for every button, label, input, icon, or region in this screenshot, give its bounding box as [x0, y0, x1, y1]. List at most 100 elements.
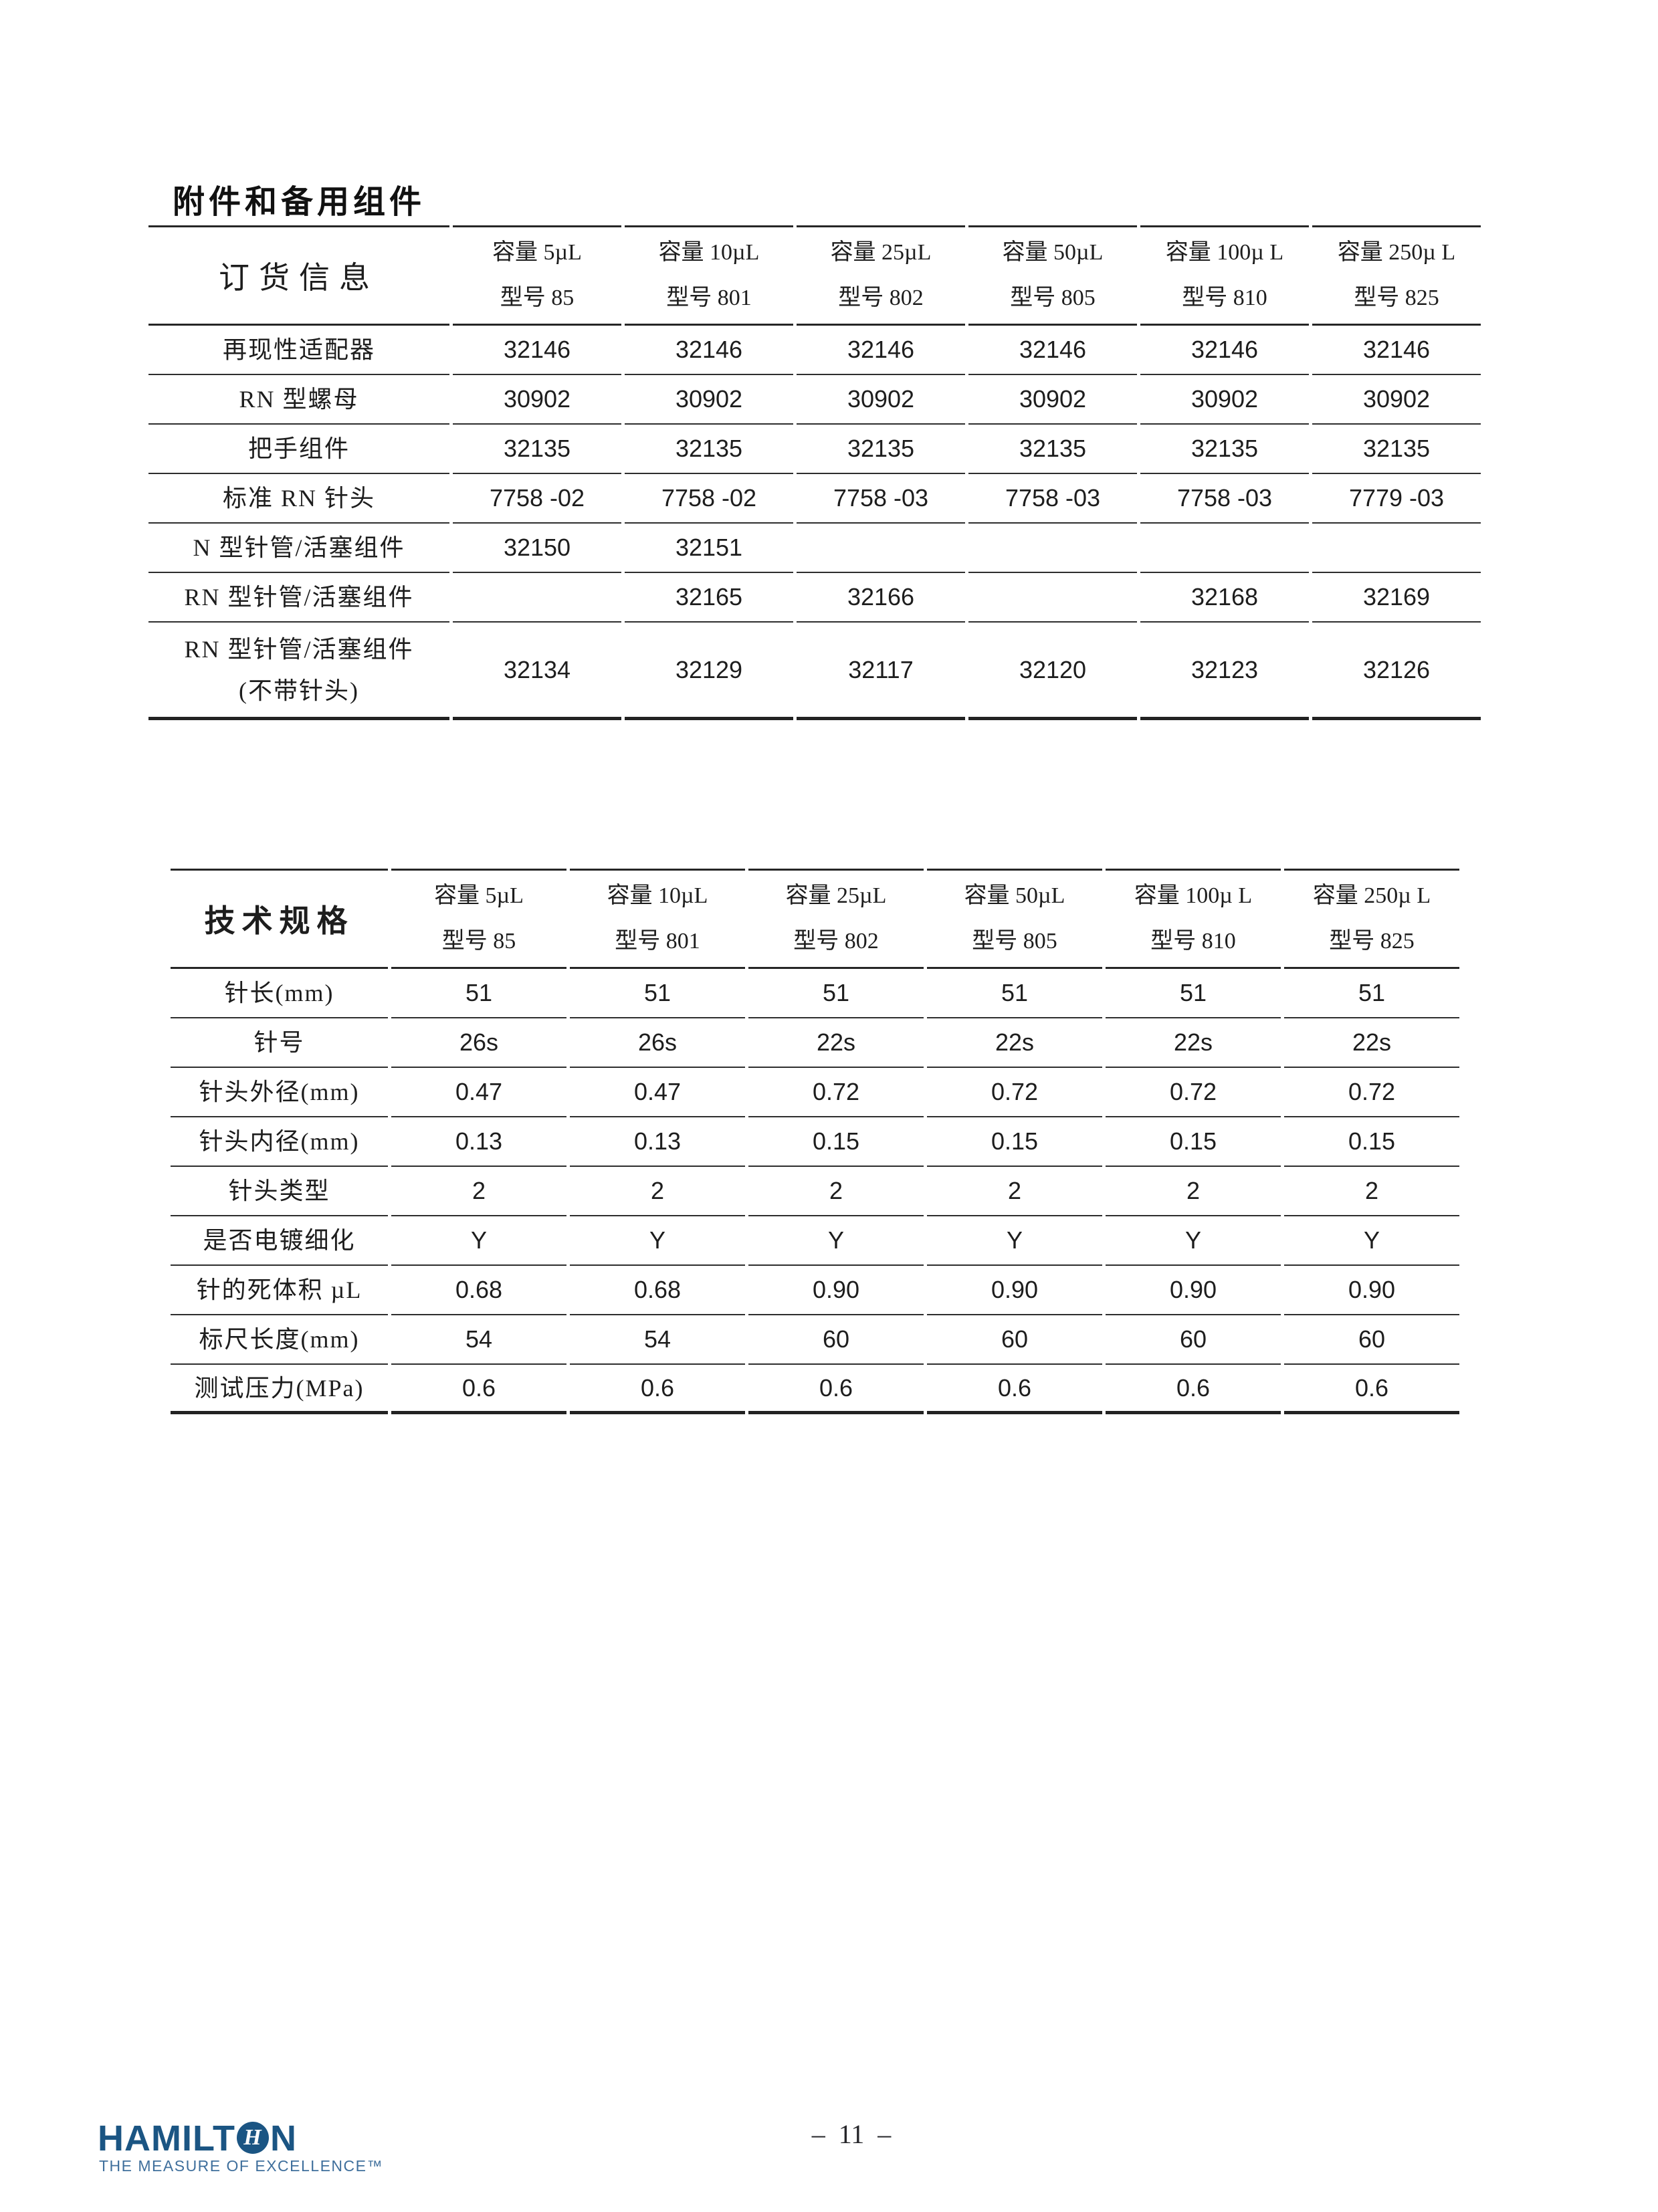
column-header: 容量 25µL 型号 802 — [797, 225, 965, 326]
column-model-label: 型号 825 — [1354, 286, 1439, 310]
column-model-label: 型号 810 — [1150, 929, 1236, 954]
cell-value: 32146 — [453, 326, 621, 375]
cell-value: 0.6 — [391, 1365, 566, 1414]
cell-value: 54 — [391, 1315, 566, 1365]
row-label-cell: 针头类型 — [171, 1167, 388, 1216]
table-corner-label: 订货信息 — [219, 261, 379, 295]
cell-value: 0.90 — [1284, 1266, 1459, 1315]
row-label-cell: N 型针管/活塞组件 — [148, 524, 449, 573]
row-label: RN 型针管/活塞组件 — [184, 584, 414, 611]
page-number: – 11 – — [811, 2119, 892, 2149]
column-capacity-label: 容量 50µL — [964, 883, 1065, 908]
cell-value — [1140, 524, 1309, 573]
column-model-label: 型号 85 — [441, 929, 516, 954]
cell-value: 0.15 — [748, 1117, 924, 1167]
header-row: 技术规格 容量 5µL 型号 85 容量 10µL 型号 801 容量 25µL 型号 80… — [171, 869, 1459, 969]
column-model-label: 型号 801 — [615, 929, 700, 954]
table-row: 是否电镀细化 Y Y Y Y Y Y — [171, 1216, 1459, 1266]
row-label: N 型针管/活塞组件 — [193, 534, 405, 561]
column-model-label: 型号 802 — [838, 286, 924, 310]
row-label: 针的死体积 µL — [196, 1277, 362, 1303]
cell-value: 32146 — [625, 326, 793, 375]
column-header: 容量 50µL 型号 805 — [968, 225, 1137, 326]
hamilton-tagline: THE MEASURE OF EXCELLENCE™ — [99, 2157, 383, 2175]
row-label: 针头类型 — [228, 1178, 330, 1204]
cell-value: 51 — [391, 969, 566, 1018]
cell-value: 30902 — [968, 375, 1137, 425]
column-capacity-label: 容量 10µL — [658, 240, 760, 265]
row-label-cell: 针长(mm) — [171, 969, 388, 1018]
cell-value: Y — [570, 1216, 745, 1266]
column-model-label: 型号 802 — [793, 929, 879, 954]
cell-value: 7758 -02 — [453, 474, 621, 524]
cell-value: 7758 -03 — [797, 474, 965, 524]
cell-value: 51 — [927, 969, 1102, 1018]
cell-value: 0.13 — [570, 1117, 745, 1167]
column-model-label: 型号 810 — [1182, 286, 1267, 310]
cell-value: 60 — [1284, 1315, 1459, 1365]
technical-specs-table: 技术规格 容量 5µL 型号 85 容量 10µL 型号 801 容量 25µL 型号 80… — [167, 869, 1463, 1414]
row-label-cell: 针头内径(mm) — [171, 1117, 388, 1167]
row-label-cell: 把手组件 — [148, 425, 449, 474]
cell-value: 0.72 — [748, 1068, 924, 1117]
table-row: 针号 26s 26s 22s 22s 22s 22s — [171, 1018, 1459, 1068]
cell-value: 0.15 — [1284, 1117, 1459, 1167]
row-label: 针长(mm) — [224, 980, 334, 1006]
column-header: 容量 100µ L 型号 810 — [1106, 869, 1281, 969]
row-label: 测试压力(MPa) — [194, 1374, 365, 1402]
cell-value: 32117 — [797, 623, 965, 720]
cell-value — [968, 524, 1137, 573]
row-label-cell: 针的死体积 µL — [171, 1266, 388, 1315]
cell-value: 30902 — [1312, 375, 1481, 425]
row-label: RN 型螺母 — [239, 386, 359, 413]
cell-value: 0.15 — [1106, 1117, 1281, 1167]
cell-value: 30902 — [453, 375, 621, 425]
row-label: 标尺长度(mm) — [199, 1326, 360, 1353]
column-model-label: 型号 805 — [1010, 286, 1096, 310]
column-capacity-label: 容量 5µL — [434, 883, 524, 908]
cell-value: 26s — [570, 1018, 745, 1068]
table-row: RN 型针管/活塞组件 (不带针头) 32134 32129 32117 32120 321… — [148, 623, 1481, 720]
cell-value: 32166 — [797, 573, 965, 623]
cell-value: 30902 — [625, 375, 793, 425]
row-label: 针头内径(mm) — [199, 1128, 360, 1155]
table-row: 针头内径(mm) 0.13 0.13 0.15 0.15 0.15 0.15 — [171, 1117, 1459, 1167]
cell-value: 32126 — [1312, 623, 1481, 720]
cell-value: 0.47 — [570, 1068, 745, 1117]
cell-value: 0.13 — [391, 1117, 566, 1167]
table-row: 标准 RN 针头 7758 -02 7758 -02 7758 -03 7758 -03… — [148, 474, 1481, 524]
table-row: 把手组件 32135 32135 32135 32135 32135 32135 — [148, 425, 1481, 474]
cell-value: 0.90 — [927, 1266, 1102, 1315]
cell-value: 32123 — [1140, 623, 1309, 720]
column-header: 容量 10µL 型号 801 — [625, 225, 793, 326]
column-capacity-label: 容量 25µL — [785, 883, 887, 908]
cell-value: 51 — [570, 969, 745, 1018]
cell-value: 26s — [391, 1018, 566, 1068]
cell-value: 32146 — [1312, 326, 1481, 375]
cell-value: 60 — [927, 1315, 1102, 1365]
cell-value: 7758 -03 — [1140, 474, 1309, 524]
cell-value: 32120 — [968, 623, 1137, 720]
cell-value: 54 — [570, 1315, 745, 1365]
column-header: 容量 5µL 型号 85 — [453, 225, 621, 326]
cell-value: 32165 — [625, 573, 793, 623]
cell-value: 0.6 — [1284, 1365, 1459, 1414]
table-corner-cell: 订货信息 — [148, 225, 449, 326]
table-row: 再现性适配器 32146 32146 32146 32146 32146 32146 — [148, 326, 1481, 375]
column-capacity-label: 容量 10µL — [607, 883, 708, 908]
column-header: 容量 250µ L 型号 825 — [1284, 869, 1459, 969]
cell-value: 32129 — [625, 623, 793, 720]
column-capacity-label: 容量 100µ L — [1134, 883, 1253, 908]
cell-value: 60 — [1106, 1315, 1281, 1365]
table-row: 针头外径(mm) 0.47 0.47 0.72 0.72 0.72 0.72 — [171, 1068, 1459, 1117]
column-model-label: 型号 805 — [972, 929, 1057, 954]
cell-value: 2 — [570, 1167, 745, 1216]
row-label-cell: 标尺长度(mm) — [171, 1315, 388, 1365]
cell-value: 0.6 — [1106, 1365, 1281, 1414]
cell-value: 60 — [748, 1315, 924, 1365]
cell-value: 51 — [1106, 969, 1281, 1018]
cell-value — [968, 573, 1137, 623]
row-label-cell: 针头外径(mm) — [171, 1068, 388, 1117]
row-label: 标准 RN 针头 — [222, 485, 375, 512]
